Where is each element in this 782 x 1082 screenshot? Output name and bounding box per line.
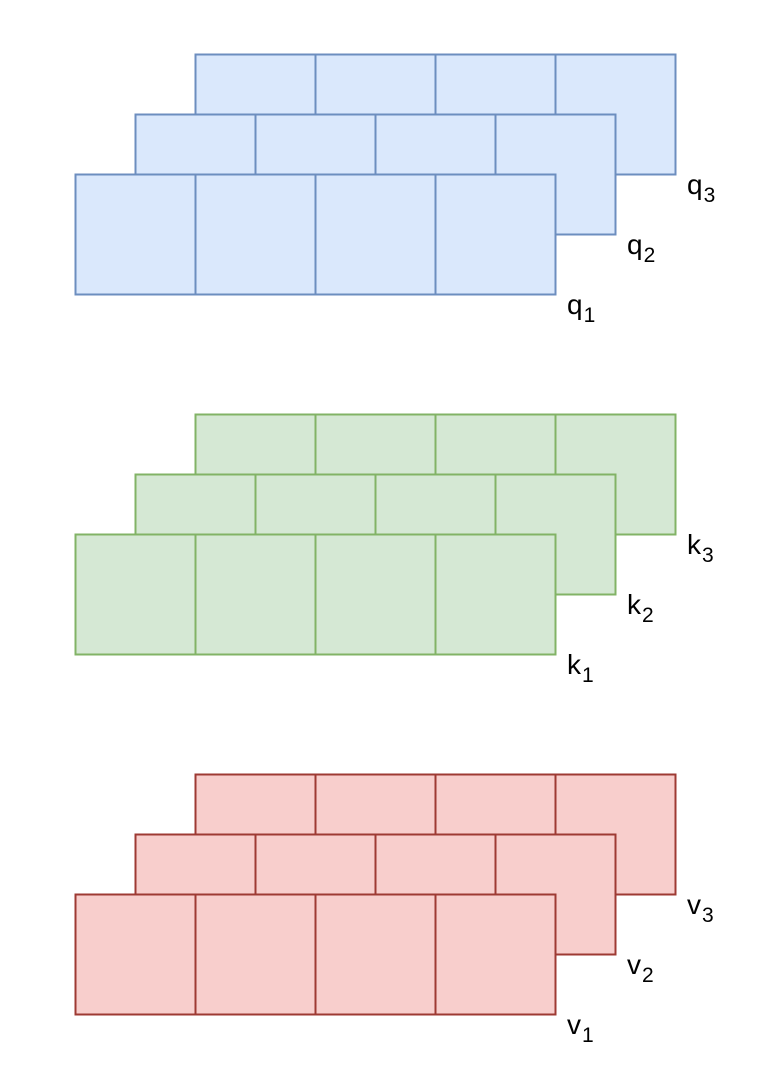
vector-label-letter: k xyxy=(627,589,642,620)
vector-cell xyxy=(74,893,197,1016)
vector-label-q1: q1 xyxy=(567,289,595,327)
vector-label-subscript: 2 xyxy=(642,964,654,987)
vector-label-q2: q2 xyxy=(627,229,655,267)
vector-label-k3: k3 xyxy=(687,529,714,567)
vector-label-subscript: 3 xyxy=(702,544,714,567)
vector-cell xyxy=(74,533,197,656)
vector-label-letter: q xyxy=(687,169,703,200)
vector-label-subscript: 3 xyxy=(704,184,716,207)
vector-label-letter: v xyxy=(567,1009,581,1040)
vector-label-subscript: 1 xyxy=(582,664,594,687)
vector-label-subscript: 2 xyxy=(642,604,654,627)
vector-cell xyxy=(314,173,437,296)
vector-cell xyxy=(434,533,557,656)
vector-label-q3: q3 xyxy=(687,169,715,207)
vector-layer-k1: k1 xyxy=(74,533,594,687)
vector-cell xyxy=(194,893,317,1016)
vector-label-letter: k xyxy=(567,649,582,680)
vector-layer-v1: v1 xyxy=(74,893,594,1047)
vector-label-subscript: 1 xyxy=(584,304,596,327)
vector-cell xyxy=(194,533,317,656)
vector-cell xyxy=(314,893,437,1016)
vector-label-v1: v1 xyxy=(567,1009,594,1047)
vector-label-letter: q xyxy=(567,289,583,320)
vector-cell xyxy=(434,893,557,1016)
vector-label-subscript: 3 xyxy=(702,904,714,927)
vector-label-v2: v2 xyxy=(627,949,654,987)
vector-label-letter: v xyxy=(687,889,701,920)
vector-label-subscript: 2 xyxy=(644,244,656,267)
vector-cell xyxy=(434,173,557,296)
vector-cell xyxy=(314,533,437,656)
vector-cell xyxy=(194,173,317,296)
vector-label-letter: k xyxy=(687,529,702,560)
vector-label-letter: q xyxy=(627,229,643,260)
vector-cell xyxy=(74,173,197,296)
vector-label-letter: v xyxy=(627,949,641,980)
vector-label-subscript: 1 xyxy=(582,1024,594,1047)
vector-layer-q1: q1 xyxy=(74,173,595,327)
vector-label-k2: k2 xyxy=(627,589,654,627)
vector-label-k1: k1 xyxy=(567,649,594,687)
vector-label-v3: v3 xyxy=(687,889,714,927)
